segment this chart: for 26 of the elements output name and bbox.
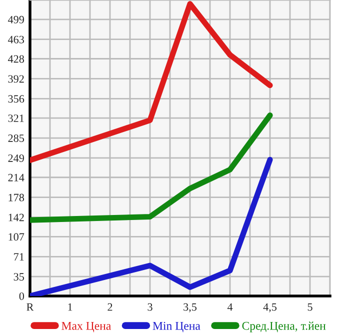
x-tick-label: R xyxy=(26,303,34,311)
x-tick-label: 2 xyxy=(108,303,112,311)
y-tick-label: 428 xyxy=(8,55,24,63)
y-tick-label: 321 xyxy=(8,114,24,122)
y-tick-label: 356 xyxy=(8,95,24,103)
y-tick-label: 0 xyxy=(19,292,24,300)
legend-label: Min Цена xyxy=(152,322,200,332)
y-tick-label: 142 xyxy=(8,214,24,222)
y-tick-label: 285 xyxy=(8,134,24,142)
y-tick-label: 463 xyxy=(8,36,24,44)
legend-label: Сред.Цена, т.йен xyxy=(242,322,326,332)
y-tick-label: 499 xyxy=(8,16,24,24)
legend-label: Max Цена xyxy=(62,322,111,332)
y-tick-label: 178 xyxy=(8,194,24,202)
y-tick-label: 107 xyxy=(8,233,24,241)
x-tick-label: 3 xyxy=(148,303,152,311)
y-tick-label: 214 xyxy=(8,174,24,182)
x-tick-label: 1 xyxy=(68,303,72,311)
y-tick-label: 71 xyxy=(14,253,24,260)
x-tick-label: 3,5 xyxy=(184,303,197,312)
y-tick-label: 392 xyxy=(8,75,24,83)
x-tick-label: 4 xyxy=(227,303,233,311)
y-tick-label: 249 xyxy=(8,154,24,162)
x-tick-label: 5 xyxy=(308,303,312,311)
x-tick-label: 4,5 xyxy=(263,303,277,312)
y-tick-label: 35 xyxy=(14,273,24,281)
